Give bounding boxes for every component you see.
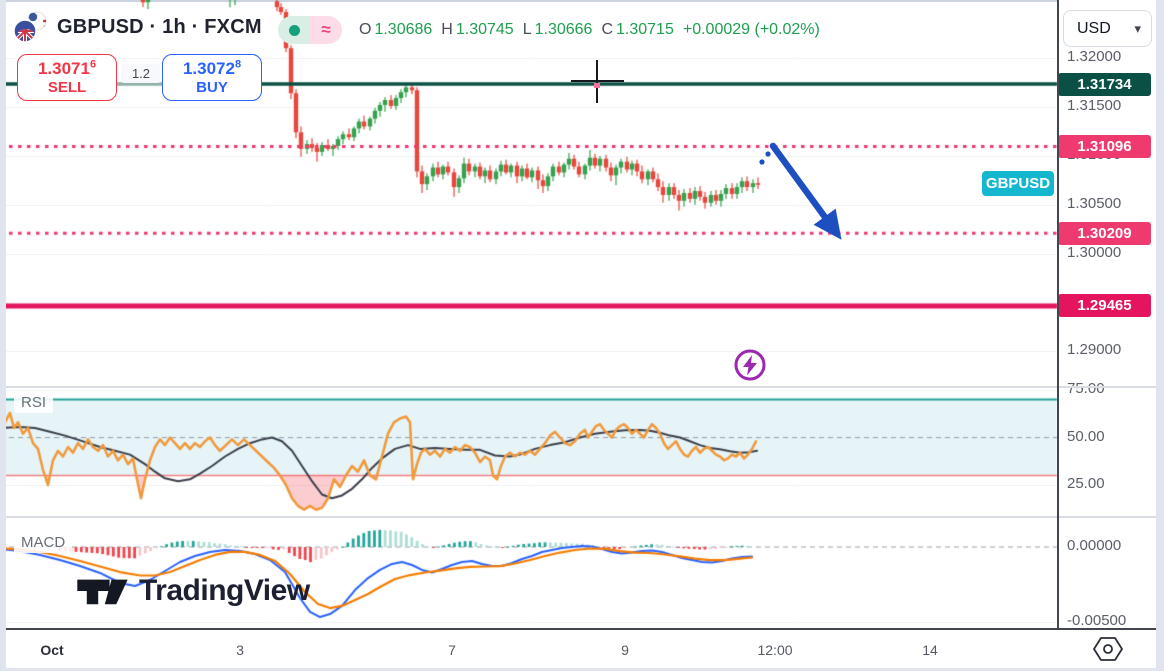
buy-label: BUY: [196, 79, 228, 97]
watermark-text: TradingView: [139, 574, 310, 607]
time-axis-label: Oct: [40, 642, 64, 658]
spread-fade: [117, 79, 163, 88]
axis-label: -0.00500: [1067, 612, 1127, 629]
page-edge-bottom: [0, 668, 1164, 671]
low-value: 1.30666: [534, 21, 593, 38]
close-label: C: [601, 21, 614, 38]
macd-pane-label[interactable]: MACD: [14, 533, 73, 553]
axis-label: 25.00: [1067, 475, 1105, 492]
axis-label: 1.32000: [1067, 48, 1122, 65]
crosshair-center: [594, 83, 600, 88]
time-axis-border: [0, 628, 1164, 630]
rsi-pane-label[interactable]: RSI: [14, 393, 54, 413]
time-axis-label: 9: [621, 642, 629, 658]
currency-selector[interactable]: USD ▾: [1063, 10, 1152, 47]
close-value: 1.30715: [616, 21, 674, 38]
time-axis-label: 14: [922, 642, 938, 658]
open-label: O: [359, 21, 372, 38]
pane-separator-macd[interactable]: [0, 516, 1164, 518]
chevron-down-icon: ▾: [1134, 20, 1141, 36]
sell-price: 1.3071: [37, 59, 90, 78]
crosshair-horizontal: [571, 80, 624, 82]
price-scale-settings-icon[interactable]: [1092, 634, 1124, 664]
axis-label: 0.00000: [1067, 537, 1122, 554]
price-level-chip: 1.31096: [1058, 134, 1151, 158]
high-label: H: [441, 21, 453, 38]
symbol-title[interactable]: GBPUSD · 1h · FXCM: [57, 15, 262, 38]
market-status-icon: [288, 24, 300, 36]
time-axis[interactable]: Oct 3 7 9 12:00 14: [0, 630, 1164, 671]
sell-price-pip: 6: [89, 58, 97, 71]
spread-value: 1.2: [121, 64, 161, 83]
page-edge-right: [1156, 0, 1164, 671]
high-value: 1.30745: [455, 21, 514, 38]
price-level-chip: 1.30209: [1058, 221, 1151, 245]
delayed-data-icon: ≈: [310, 16, 342, 44]
change-value: +0.00029 (+0.02%): [682, 21, 820, 38]
tradingview-logo-icon: [77, 579, 128, 605]
market-status-pill[interactable]: ≈: [278, 16, 342, 44]
buy-price-pip: 8: [234, 58, 242, 71]
page-edge-left: [0, 0, 6, 671]
axis-label: 1.30500: [1067, 194, 1122, 212]
price-axis-border: [1057, 0, 1059, 628]
axis-label: 50.00: [1067, 427, 1105, 445]
time-axis-label: 7: [448, 642, 456, 658]
time-axis-label: 3: [236, 642, 244, 658]
axis-label: 75.00: [1067, 380, 1105, 397]
symbol-price-tag: GBPUSD: [982, 171, 1054, 196]
axis-label: 1.31500: [1067, 96, 1122, 114]
currency-value: USD: [1077, 19, 1111, 37]
time-axis-label: 12:00: [757, 642, 793, 658]
axis-label: 1.29000: [1067, 341, 1122, 359]
low-label: L: [522, 21, 532, 38]
ohlc-row: O 1.30686 H 1.30745 L 1.30666 C 1.30715 +0.0…: [359, 16, 820, 44]
sell-button[interactable]: 1.30716 SELL: [17, 54, 117, 101]
pane-separator-rsi[interactable]: [0, 386, 1164, 388]
tradingview-watermark: TradingView: [75, 572, 310, 610]
open-value: 1.30686: [374, 21, 433, 38]
buy-price: 1.3072: [182, 59, 235, 78]
gbpusd-flags-icon: [13, 11, 47, 43]
price-level-chip: 1.29465: [1058, 294, 1151, 318]
buy-button[interactable]: 1.30728 BUY: [162, 54, 262, 101]
price-level-chip: 1.31734: [1058, 72, 1151, 96]
sell-label: SELL: [47, 79, 87, 97]
price-axis[interactable]: 1.320001.315001.310001.305001.300001.290…: [1058, 0, 1164, 629]
axis-label: 1.30000: [1067, 243, 1122, 261]
